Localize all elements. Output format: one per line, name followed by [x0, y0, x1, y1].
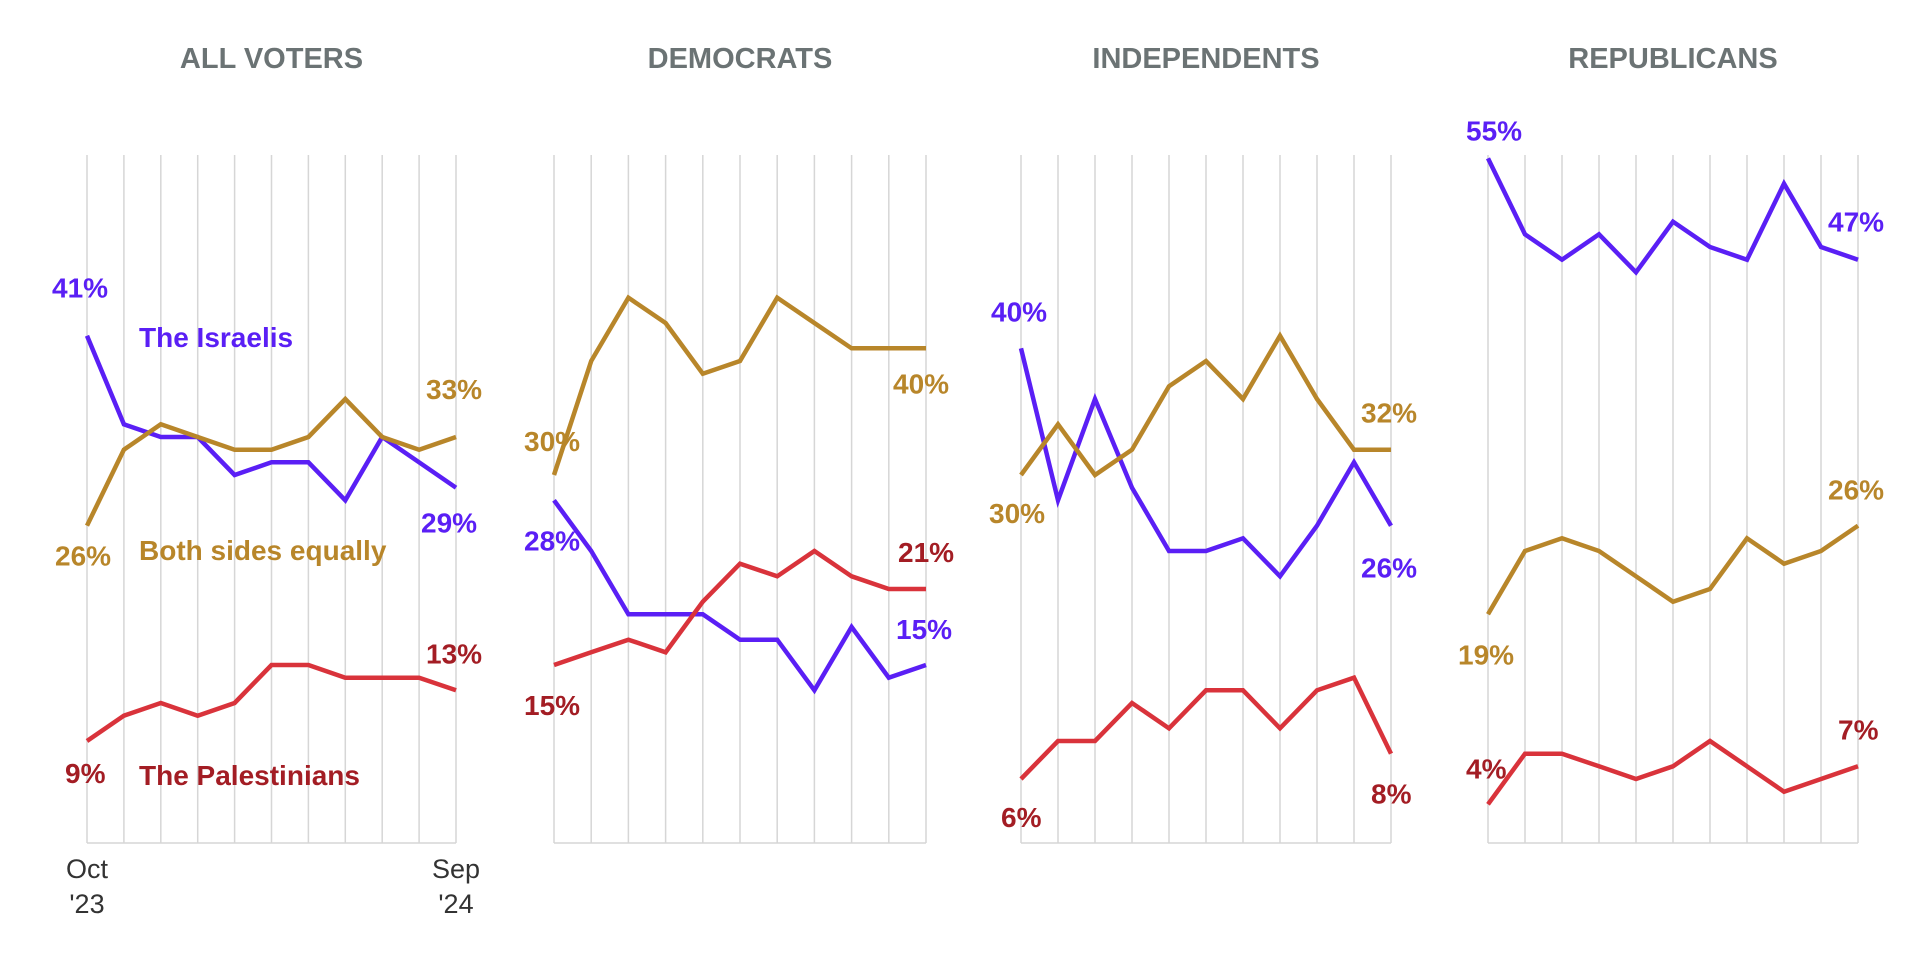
x-axis-label: Oct [66, 854, 109, 884]
series-label-palestinians: The Palestinians [139, 760, 360, 791]
series-line-palestinians [553, 548, 926, 668]
series-label-both: Both sides equally [139, 535, 387, 566]
series-line-israelis [1018, 347, 1393, 580]
panel-title: REPUBLICANS [1568, 43, 1777, 75]
start-value-label: 40% [991, 296, 1047, 327]
start-value-label: 9% [65, 758, 106, 789]
start-value-label: 4% [1466, 753, 1507, 784]
end-value-label: 32% [1361, 398, 1417, 429]
end-value-label: 47% [1828, 207, 1884, 238]
series-line-israelis [552, 498, 927, 695]
start-value-label: 28% [524, 525, 580, 556]
panel-democrats: DEMOCRATS 28% 15% 30% 40% 15% 21% [524, 43, 954, 844]
end-value-label: 8% [1371, 779, 1412, 810]
series-line-both [84, 395, 457, 527]
start-value-label: 55% [1466, 115, 1522, 146]
x-axis-label: '23 [69, 889, 104, 919]
series-line-both [1019, 331, 1391, 479]
end-value-label: 13% [426, 638, 482, 669]
panel-all-voters: ALL VOTERS 41% 29% 26% 33% 9% 13% The Israelis B… [52, 43, 482, 919]
start-value-label: 41% [52, 273, 108, 304]
end-value-label: 21% [898, 537, 954, 568]
start-value-label: 6% [1001, 802, 1042, 833]
panel-title: DEMOCRATS [648, 43, 833, 75]
series-line-palestinians [1486, 738, 1859, 806]
start-value-label: 15% [524, 690, 580, 721]
panel-republicans: REPUBLICANS 55% 47% 19% 26% 4% 7% [1458, 43, 1884, 844]
end-value-label: 40% [893, 368, 949, 399]
end-value-label: 26% [1828, 475, 1884, 506]
end-value-label: 7% [1838, 714, 1879, 745]
start-value-label: 30% [524, 426, 580, 457]
series-label-israelis: The Israelis [139, 322, 293, 353]
end-value-label: 26% [1361, 553, 1417, 584]
x-axis-label: '24 [438, 889, 473, 919]
series-line-israelis [1485, 157, 1859, 276]
start-value-label: 30% [989, 498, 1045, 529]
series-line-both [551, 294, 926, 476]
end-value-label: 29% [421, 508, 477, 539]
panel-title: INDEPENDENTS [1092, 43, 1319, 75]
end-value-label: 33% [426, 374, 482, 405]
start-value-label: 19% [1458, 639, 1514, 670]
series-line-both [1486, 523, 1860, 616]
end-value-label: 15% [896, 614, 952, 645]
x-axis-label: Sep [432, 854, 480, 884]
panel-independents: INDEPENDENTS 40% 26% 30% 32% 6% 8% [989, 43, 1417, 844]
series-line-palestinians [85, 662, 457, 743]
start-value-label: 26% [55, 541, 111, 572]
panel-title: ALL VOTERS [180, 43, 363, 75]
series-line-palestinians [1019, 674, 1394, 781]
